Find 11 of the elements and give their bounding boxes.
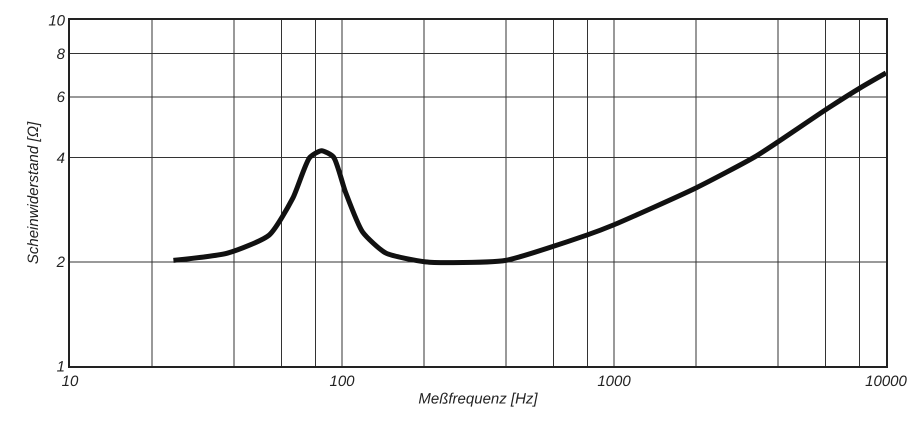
x-tick-label: 100 [329, 373, 356, 390]
x-tick-label: 10000 [865, 373, 908, 390]
y-tick-label: 4 [56, 150, 65, 167]
y-tick-label: 10 [48, 12, 66, 30]
y-tick-label: 8 [56, 46, 66, 63]
x-axis-title: Meßfrequenz [Hz] [418, 390, 538, 408]
y-tick-label: 6 [56, 89, 66, 106]
y-tick-label: 1 [56, 358, 65, 376]
y-tick-label: 2 [56, 254, 66, 272]
x-tick-label: 1000 [597, 373, 632, 390]
y-axis-title: Scheinwiderstand [Ω] [25, 121, 42, 264]
